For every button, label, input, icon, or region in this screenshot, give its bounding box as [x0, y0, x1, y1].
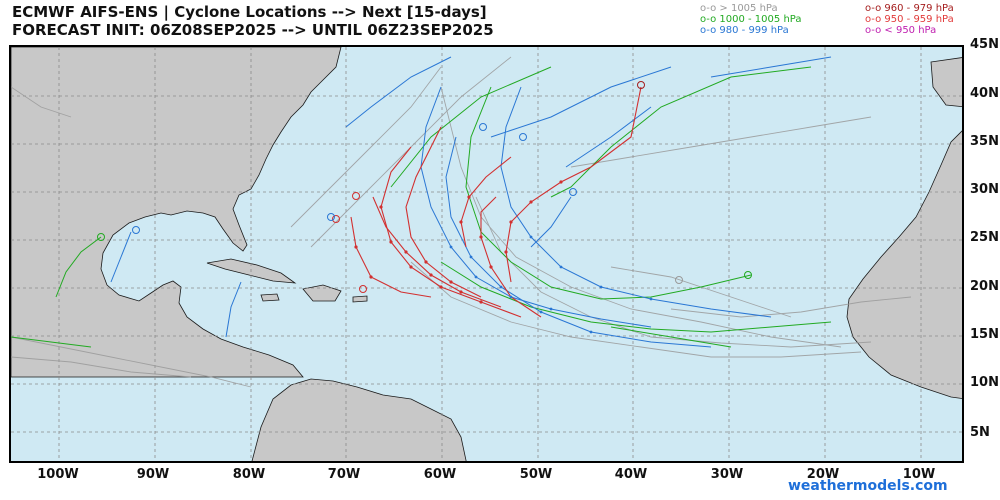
lat-label-20n: 20N [970, 279, 999, 294]
lon-label-80w: 80W [232, 467, 266, 482]
legend-1000-1005: o-o 1000 - 1005 hPa [700, 14, 802, 25]
legend-gt1005: o-o > 1005 hPa [700, 3, 778, 14]
lon-label-60w: 60W [423, 467, 457, 482]
jamaica-island [260, 293, 280, 302]
hispaniola-island [302, 284, 342, 302]
lat-label-25n: 25N [970, 230, 999, 245]
lat-label-45n: 45N [970, 37, 999, 52]
lat-label-5n: 5N [970, 425, 990, 440]
cyclone-track-map [9, 45, 964, 463]
iberia-landmass [930, 57, 962, 108]
lat-label-30n: 30N [970, 182, 999, 197]
map-title: ECMWF AIFS-ENS | Cyclone Locations --> N… [12, 3, 487, 21]
lat-lon-grid [11, 47, 962, 461]
tracks-1000-1005 [11, 66, 832, 348]
puerto-rico-island [352, 295, 368, 303]
lon-label-30w: 30W [710, 467, 744, 482]
lat-label-40n: 40N [970, 86, 999, 101]
legend-950-959: o-o 950 - 959 hPa [865, 14, 954, 25]
lat-label-35n: 35N [970, 134, 999, 149]
lon-label-50w: 50W [519, 467, 553, 482]
tracks-980-999 [110, 56, 832, 348]
lat-label-15n: 15N [970, 327, 999, 342]
lat-label-10n: 10N [970, 375, 999, 390]
lon-label-100w: 100W [37, 467, 79, 482]
lon-label-10w: 10W [902, 467, 936, 482]
track-points-blue [449, 235, 653, 334]
africa-landmass [846, 130, 962, 399]
credit-watermark: weathermodels.com [788, 478, 948, 494]
lon-label-90w: 90W [136, 467, 170, 482]
south-america-landmass [251, 378, 467, 461]
lon-label-70w: 70W [327, 467, 361, 482]
north-america-landmass [11, 47, 342, 378]
lon-label-40w: 40W [614, 467, 648, 482]
track-points-red [354, 180, 563, 304]
legend-980-999: o-o 980 - 999 hPa [700, 25, 789, 36]
legend-960-979: o-o 960 - 979 hPa [865, 3, 954, 14]
lon-label-20w: 20W [806, 467, 840, 482]
legend-lt950: o-o < 950 hPa [865, 25, 937, 36]
track-start-circles [97, 81, 752, 293]
map-canvas [11, 47, 962, 461]
forecast-init-subtitle: FORECAST INIT: 06Z08SEP2025 --> UNTIL 06… [12, 21, 494, 39]
land-layer [11, 47, 962, 461]
